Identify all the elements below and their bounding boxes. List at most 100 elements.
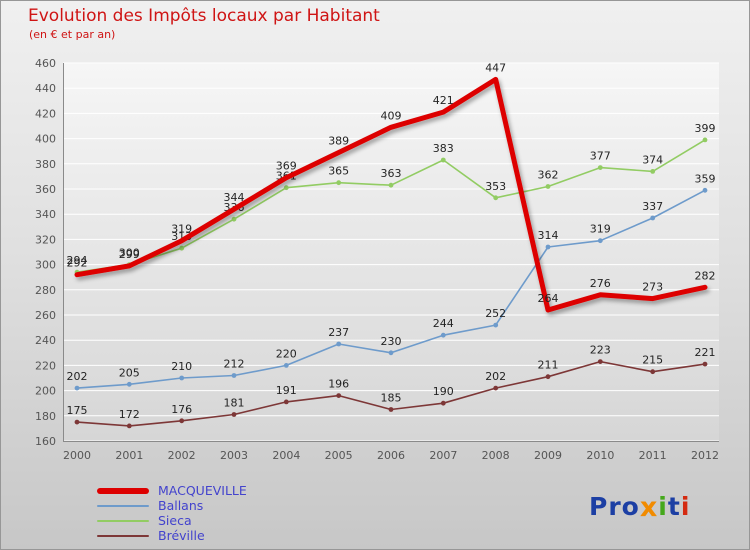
y-tick-label: 400	[35, 133, 56, 146]
data-point	[650, 215, 656, 221]
logo-letter: P	[589, 492, 609, 521]
legend-swatch-macqueville	[97, 488, 149, 494]
logo-letter: o	[621, 492, 640, 521]
data-point	[493, 385, 499, 391]
data-point	[283, 399, 289, 405]
x-tick-label: 2007	[429, 449, 457, 462]
data-label: 172	[119, 408, 140, 421]
y-tick-label: 300	[35, 259, 56, 272]
data-point	[440, 400, 446, 406]
y-tick-label: 180	[35, 410, 56, 423]
data-point	[493, 322, 499, 328]
data-point	[336, 341, 342, 347]
data-label: 205	[119, 366, 140, 379]
data-point	[283, 185, 289, 191]
data-label: 252	[485, 307, 506, 320]
data-label: 190	[433, 385, 454, 398]
data-label: 220	[276, 347, 297, 360]
series-ballans	[74, 187, 708, 391]
legend-swatch-sieca	[97, 520, 149, 522]
data-label: 344	[224, 191, 245, 204]
data-label: 362	[538, 169, 559, 182]
x-tick-label: 2012	[691, 449, 719, 462]
data-point	[650, 169, 656, 174]
data-label: 221	[695, 346, 716, 359]
legend-label-ballans: Ballans	[158, 498, 204, 513]
data-point	[74, 419, 80, 425]
data-label: 299	[119, 248, 140, 261]
data-label: 421	[433, 94, 454, 107]
data-label: 374	[642, 153, 663, 166]
legend-label-macqueville: MACQUEVILLE	[158, 483, 247, 498]
data-point	[597, 238, 603, 244]
page-subtitle: (en € et par an)	[29, 28, 116, 41]
data-point	[336, 180, 342, 186]
data-label: 353	[485, 180, 506, 193]
data-label: 223	[590, 344, 611, 357]
x-tick-label: 2004	[272, 449, 300, 462]
data-label: 363	[381, 167, 402, 180]
data-label: 359	[695, 172, 716, 185]
x-tick-label: 2005	[325, 449, 353, 462]
data-label: 181	[224, 397, 245, 410]
legend-swatch-breville	[97, 535, 149, 537]
series-macqueville	[74, 76, 708, 313]
data-label: 300	[119, 247, 140, 260]
data-label: 210	[171, 360, 192, 373]
data-point	[545, 184, 551, 189]
data-point	[179, 245, 185, 251]
data-point	[179, 375, 185, 381]
data-point	[179, 418, 185, 424]
data-point	[74, 385, 80, 391]
legend-label-breville: Bréville	[158, 528, 205, 543]
data-label: 292	[67, 257, 88, 270]
data-label: 319	[171, 223, 192, 236]
data-label: 191	[276, 384, 297, 397]
data-point	[545, 374, 551, 380]
y-tick-label: 340	[35, 208, 56, 221]
data-point	[440, 332, 446, 338]
data-label: 202	[67, 370, 88, 383]
data-label: 196	[328, 378, 349, 391]
y-tick-label: 460	[35, 57, 56, 70]
data-label: 294	[67, 254, 88, 267]
data-point	[388, 407, 394, 412]
data-label: 185	[381, 392, 402, 405]
y-tick-label: 380	[35, 158, 56, 171]
data-point	[388, 350, 394, 356]
legend-item-breville: Bréville	[97, 529, 247, 543]
data-label: 276	[590, 277, 611, 290]
x-tick-label: 2006	[377, 449, 405, 462]
data-point	[702, 187, 708, 193]
data-point	[440, 157, 446, 163]
data-label: 409	[381, 109, 402, 122]
data-point	[231, 373, 237, 378]
data-label: 447	[485, 61, 506, 74]
legend-item-ballans: Ballans	[97, 499, 247, 513]
y-tick-label: 280	[35, 284, 56, 297]
data-label: 314	[538, 229, 559, 242]
data-label: 176	[171, 403, 192, 416]
data-label: 237	[328, 326, 349, 339]
data-label: 202	[485, 370, 506, 383]
data-point	[650, 369, 656, 375]
line-chart: 160 180 200 220 240 260 280 300 320 340 360 380 400 4…	[35, 57, 719, 462]
y-tick-label: 200	[35, 385, 56, 398]
data-label: 337	[642, 200, 663, 213]
data-point	[126, 423, 132, 429]
data-label: 244	[433, 317, 454, 330]
legend-swatch-ballans	[97, 505, 149, 507]
y-tick-label: 440	[35, 82, 56, 95]
labels-macqueville: 292 299 319 344 369 389 409 421 447 264 276 273 282	[67, 61, 716, 305]
labels-ballans: 202 205 210 212 220 237 230 244 252 314 319 337 359	[67, 172, 716, 383]
labels-breville: 175 172 176 181 191 196 185 190 202 211 223 215 221	[67, 344, 716, 421]
x-tick-label: 2009	[534, 449, 562, 462]
data-point	[231, 412, 237, 417]
x-tick-label: 2001	[115, 449, 143, 462]
data-label: 273	[642, 281, 663, 294]
x-tick-label: 2000	[63, 449, 91, 462]
data-label: 383	[433, 142, 454, 155]
y-tick-label: 360	[35, 183, 56, 196]
logo-letter: x	[639, 492, 659, 523]
